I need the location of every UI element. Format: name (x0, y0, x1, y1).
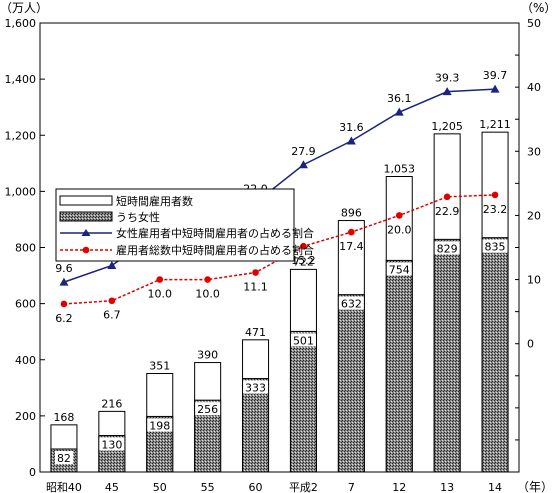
legend-marker-total-ratio (83, 247, 90, 254)
bar-women-label: 256 (197, 403, 218, 416)
total-ratio-label: 22.9 (435, 205, 460, 218)
legend-label-total: 短時間雇用者数 (116, 194, 193, 208)
x-category-label: 45 (105, 481, 119, 493)
right-axis-unit: （%） (521, 1, 552, 15)
x-category-label: 7 (348, 481, 355, 493)
women-ratio-label: 31.6 (339, 121, 364, 134)
bar-women (434, 239, 460, 472)
total-ratio-marker (348, 229, 355, 236)
total-ratio-label: 20.0 (387, 223, 412, 236)
total-ratio-marker (492, 192, 499, 199)
right-tick-label: 0 (527, 338, 534, 351)
right-tick-label: 10 (527, 274, 541, 287)
total-ratio-label: 10.0 (195, 288, 220, 301)
total-ratio-marker (204, 276, 211, 283)
left-tick-label: 1,200 (5, 129, 37, 142)
left-tick-label: 1,400 (5, 73, 37, 86)
x-category-label: 60 (249, 481, 263, 493)
legend-label-women: うち女性 (116, 210, 160, 224)
legend-label-total-ratio: 雇用者総数中短時間雇用者の占める割合 (116, 243, 314, 257)
x-category-label: 13 (440, 481, 454, 493)
women-ratio-label: 9.6 (55, 262, 73, 275)
women-ratio-label: 39.3 (435, 72, 460, 85)
left-tick-label: 600 (15, 298, 36, 311)
left-tick-label: 800 (15, 242, 36, 255)
bar-women (338, 295, 364, 472)
bar-women-label: 333 (245, 382, 266, 395)
x-category-label: 12 (392, 481, 406, 493)
total-ratio-label: 11.1 (243, 281, 268, 294)
left-tick-label: 0 (29, 466, 36, 479)
left-tick-label: 1,600 (5, 17, 37, 30)
bar-women (482, 238, 508, 472)
right-tick-label: 20 (527, 209, 541, 222)
bar-women-label: 754 (389, 263, 410, 276)
right-tick-label: 50 (527, 17, 541, 30)
left-tick-label: 200 (15, 410, 36, 423)
women-ratio-label: 27.9 (291, 145, 316, 158)
left-tick-label: 400 (15, 354, 36, 367)
women-ratio-label: 36.1 (387, 92, 412, 105)
bar-total-label: 1,205 (431, 120, 463, 133)
total-ratio-label: 10.0 (148, 288, 173, 301)
bar-total-label: 471 (245, 326, 266, 339)
left-axis-unit: （万人） (0, 1, 48, 15)
total-ratio-marker (252, 269, 259, 276)
total-ratio-marker (109, 297, 116, 304)
right-tick-label: 30 (527, 145, 541, 158)
bar-women-label: 198 (149, 419, 170, 432)
bar-total-label: 351 (149, 360, 170, 373)
legend: 短時間雇用者数 うち女性 女性雇用者中短時間雇用者の占める割合 雇用者総数中短時… (56, 189, 314, 261)
bar-women-label: 632 (341, 298, 362, 311)
bar-total-label: 1,211 (479, 118, 511, 131)
bar-women-label: 835 (485, 241, 506, 254)
bar-women-label: 82 (57, 452, 71, 465)
bar-women-label: 130 (101, 439, 122, 452)
left-axis: 0 200 400 600 800 1,000 1,200 1,400 1,600 (5, 17, 46, 479)
total-ratio-marker (156, 276, 163, 283)
x-axis: 昭和40 45 50 55 60 平成2 7 12 13 14 (46, 481, 502, 493)
bar-women-label: 829 (437, 242, 458, 255)
women-ratio-label: 39.7 (483, 69, 508, 82)
total-ratio-label: 23.2 (483, 203, 508, 216)
total-ratio-label: 6.7 (103, 309, 121, 322)
legend-swatch-total (60, 196, 112, 205)
bar-total-label: 896 (341, 207, 362, 220)
bar-women (386, 260, 412, 472)
bar-women (290, 331, 316, 472)
left-tick-label: 1,000 (5, 185, 37, 198)
legend-label-women-ratio: 女性雇用者中短時間雇用者の占める割合 (116, 226, 314, 240)
x-category-label: 55 (201, 481, 215, 493)
bar-women-label: 501 (293, 334, 314, 347)
right-tick-label: 40 (527, 81, 541, 94)
bar-total-label: 216 (101, 397, 122, 410)
total-ratio-marker (61, 301, 68, 308)
total-ratio-label: 6.2 (55, 312, 73, 325)
total-ratio-marker (444, 194, 451, 201)
x-category-label: 昭和40 (46, 481, 82, 493)
total-ratio-label: 17.4 (339, 240, 364, 253)
bar-total-label: 1,053 (384, 163, 416, 176)
x-category-label: 14 (488, 481, 502, 493)
bar-total-label: 390 (197, 349, 218, 362)
bar-total-label: 168 (53, 411, 74, 424)
total-ratio-marker (396, 212, 403, 219)
x-category-label: 平成2 (289, 481, 318, 493)
legend-swatch-women (60, 212, 112, 221)
x-category-label: 50 (153, 481, 167, 493)
x-axis-unit: （年） (517, 480, 552, 493)
